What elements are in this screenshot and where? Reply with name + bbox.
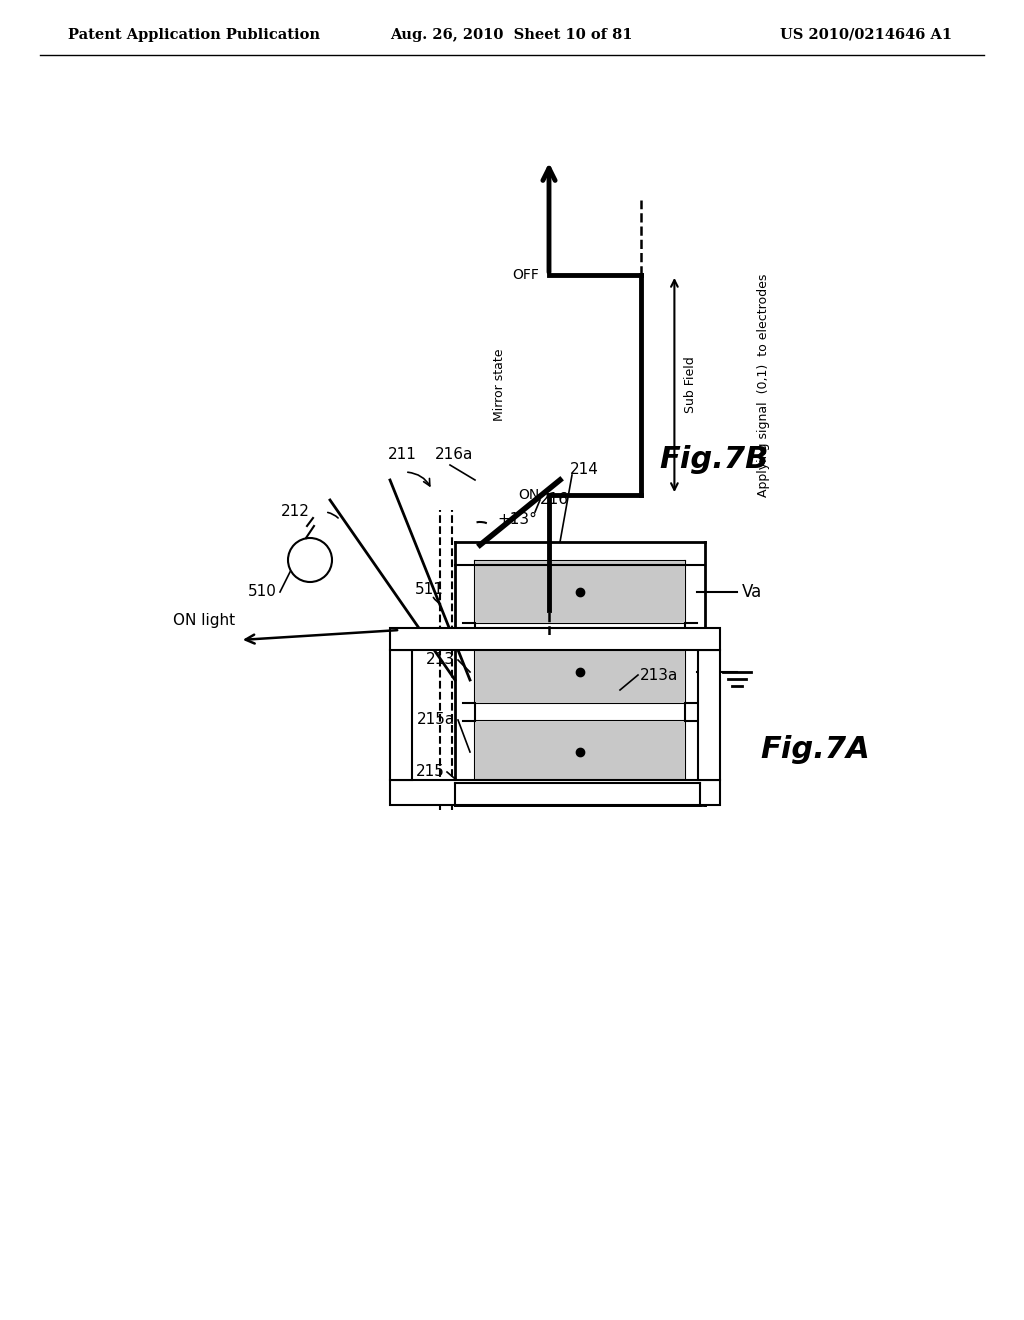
Bar: [475, 721, 685, 783]
Text: Mirror state: Mirror state: [493, 348, 506, 421]
Text: 216a: 216a: [435, 447, 473, 462]
Text: 510: 510: [248, 585, 278, 599]
Text: 215: 215: [416, 764, 445, 780]
Bar: [475, 642, 685, 704]
Bar: [698, 649, 720, 780]
Text: 213a: 213a: [640, 668, 678, 682]
Text: Fig.7A: Fig.7A: [760, 735, 869, 764]
Text: 211: 211: [388, 447, 417, 462]
Text: +13°: +13°: [497, 512, 537, 528]
Bar: [390, 780, 720, 805]
Text: Aug. 26, 2010  Sheet 10 of 81: Aug. 26, 2010 Sheet 10 of 81: [390, 28, 633, 42]
Text: ON light: ON light: [173, 612, 234, 627]
Text: OFF: OFF: [512, 268, 539, 282]
Text: 213: 213: [426, 652, 455, 668]
Text: 214: 214: [570, 462, 599, 478]
Text: 216: 216: [540, 492, 569, 507]
Text: 215a: 215a: [417, 713, 455, 727]
Bar: [475, 561, 685, 623]
Text: Patent Application Publication: Patent Application Publication: [68, 28, 319, 42]
Bar: [390, 649, 412, 780]
Text: US 2010/0214646 A1: US 2010/0214646 A1: [780, 28, 952, 42]
Text: 511: 511: [415, 582, 443, 598]
Text: 212: 212: [282, 504, 310, 520]
Bar: [390, 628, 720, 649]
Text: ON: ON: [518, 488, 539, 502]
Text: Sub Field: Sub Field: [684, 356, 697, 413]
Text: Fig.7B: Fig.7B: [659, 446, 769, 474]
Text: Va: Va: [742, 583, 762, 601]
Text: Applying signal  (0,1)  to electrodes: Applying signal (0,1) to electrodes: [757, 273, 770, 496]
